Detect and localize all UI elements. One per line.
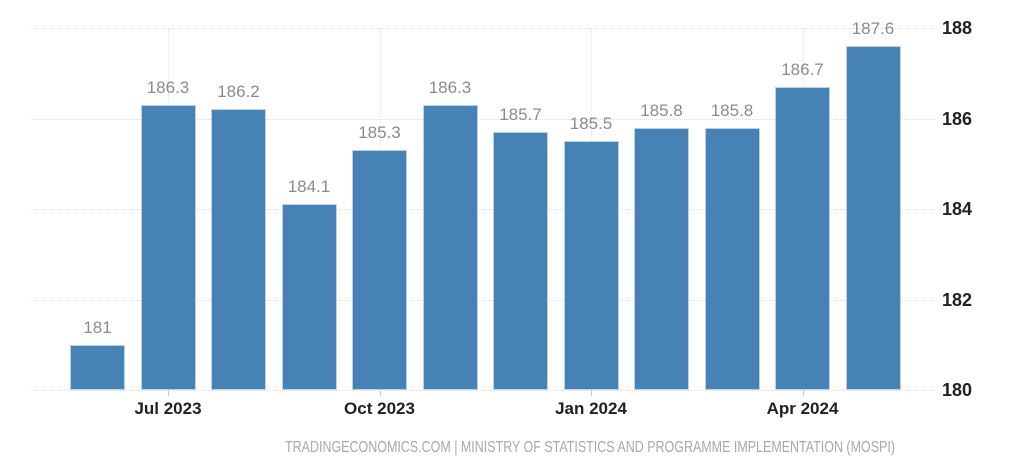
y-axis-label: 188	[942, 18, 973, 38]
chart-bar[interactable]	[281, 204, 337, 390]
y-axis-label: 182	[942, 289, 973, 310]
chart-bar[interactable]	[775, 86, 830, 390]
x-axis-tick	[379, 390, 381, 396]
chart-bar[interactable]	[422, 104, 478, 390]
x-axis-tick	[591, 390, 592, 396]
chart-bar[interactable]	[70, 344, 125, 390]
x-axis-label: Oct 2023	[344, 399, 415, 418]
plot-area: Jul 2023 Oct 2023 Jan 2024 Apr 2024 181 186.3…	[30, 19, 935, 418]
chart-bar[interactable]	[140, 104, 196, 390]
bar-value-label: 185.7	[499, 105, 542, 125]
chart-bar[interactable]	[563, 141, 619, 390]
bar-value-label: 185.5	[569, 114, 613, 134]
bar-value-label: 185.8	[640, 100, 683, 120]
bar-value-label: 186.7	[781, 59, 824, 79]
chart-bar[interactable]	[704, 127, 760, 390]
horizontal-gridline	[30, 299, 935, 301]
horizontal-gridline	[30, 209, 935, 210]
y-axis-label: 184	[942, 199, 973, 219]
y-axis-label: 180	[942, 380, 973, 400]
x-axis-label: Jul 2023	[134, 399, 202, 418]
bar-value-label: 185.3	[358, 123, 401, 143]
x-axis-label: Jan 2024	[555, 399, 627, 418]
chart-bar[interactable]	[634, 127, 689, 390]
x-axis-label: Apr 2024	[766, 399, 839, 418]
horizontal-gridline	[30, 390, 935, 391]
bar-value-label: 184.1	[287, 177, 331, 197]
bar-value-label: 186.3	[146, 77, 190, 97]
chart-bar[interactable]	[845, 46, 901, 390]
horizontal-gridline	[30, 118, 935, 120]
x-axis-tick	[168, 390, 169, 396]
attribution-text[interactable]: TRADINGECONOMICS.COM | MINISTRY OF STATI…	[285, 439, 895, 456]
bar-value-label: 186.3	[428, 77, 472, 97]
chart-bar[interactable]	[211, 109, 266, 390]
y-axis-label: 186	[942, 108, 973, 129]
bar-value-label: 185.8	[710, 100, 754, 120]
chart-bar[interactable]	[352, 150, 407, 390]
x-axis-tick	[802, 390, 804, 396]
bar-value-label: 187.6	[851, 19, 895, 39]
chart-bar[interactable]	[493, 132, 548, 390]
y-axis: 188 186 184 182 180	[942, 0, 1012, 476]
bar-value-label: 181	[83, 317, 112, 337]
horizontal-gridline	[30, 28, 935, 29]
bar-value-label: 186.2	[217, 82, 260, 102]
